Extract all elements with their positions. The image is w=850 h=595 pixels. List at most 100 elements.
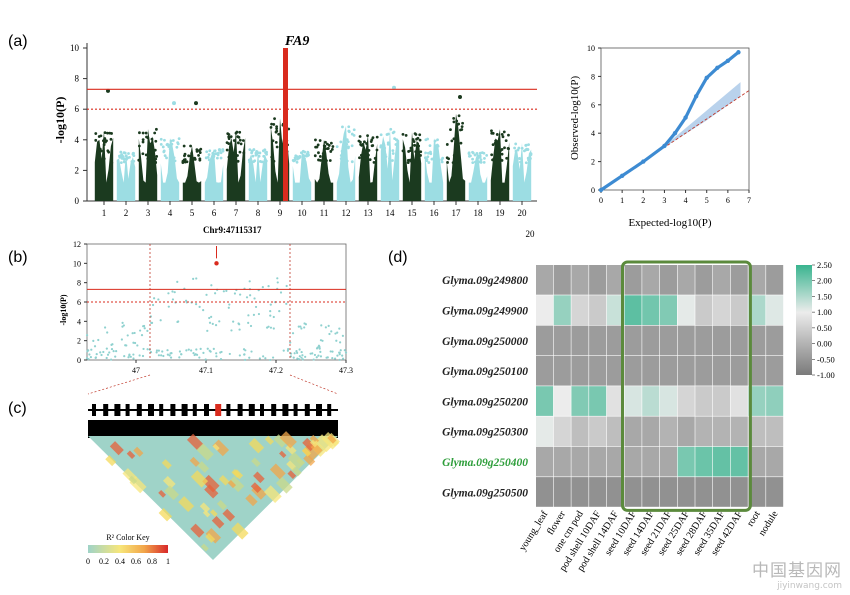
regional-snp xyxy=(132,357,135,360)
regional-snp xyxy=(257,312,261,316)
qq-xtick-label: 6 xyxy=(726,196,730,205)
regional-ytick-label: 2 xyxy=(77,337,81,346)
regional-snp xyxy=(108,351,111,354)
ld-exon xyxy=(237,404,243,416)
heatmap-cell xyxy=(695,386,713,416)
manhattan-snp xyxy=(369,140,373,143)
heatmap-cell xyxy=(553,416,571,447)
heatmap-cell xyxy=(606,295,624,325)
regional-snp xyxy=(151,303,155,307)
heatmap-cell xyxy=(748,386,766,416)
regional-snp xyxy=(304,323,307,326)
regional-xtick-label: 47.1 xyxy=(199,366,213,375)
ld-block xyxy=(253,471,265,484)
heatmap-highlight-box xyxy=(621,260,752,512)
regional-snp xyxy=(248,280,251,283)
manhattan-snp xyxy=(141,140,145,144)
regional-snp xyxy=(265,326,269,329)
manhattan-snp xyxy=(507,133,510,137)
manhattan-snp xyxy=(127,152,130,155)
manhattan-snp xyxy=(110,132,113,135)
regional-snp xyxy=(129,355,132,358)
panel-label-c: (c) xyxy=(8,400,27,417)
regional-snp xyxy=(253,297,256,300)
regional-snp xyxy=(245,296,249,299)
ld-exon xyxy=(92,404,96,416)
manhattan-snp xyxy=(412,140,416,143)
manhattan-snp xyxy=(227,135,231,139)
regional-snp xyxy=(321,339,324,342)
regional-snp xyxy=(138,354,141,357)
regional-snp xyxy=(339,349,342,352)
manhattan-snp xyxy=(166,142,169,146)
heatmap-cell xyxy=(695,477,713,507)
ld-block xyxy=(202,474,220,493)
regional-snp xyxy=(146,329,149,333)
manhattan-snp xyxy=(383,153,387,156)
heatmap-cell xyxy=(624,265,642,295)
manhattan-snp xyxy=(305,152,309,156)
manhattan-snp xyxy=(163,138,166,142)
manhattan-snp xyxy=(401,149,405,153)
ld-block xyxy=(228,476,245,493)
regional-snp xyxy=(219,357,223,361)
regional-snp xyxy=(194,303,198,306)
manhattan-snp xyxy=(490,153,494,157)
heatmap-cell xyxy=(766,355,784,386)
heatmap-row-label: Glyma.09g250100 xyxy=(442,366,528,378)
regional-snp xyxy=(289,341,292,344)
manhattan-snp xyxy=(459,128,462,132)
manhattan-snp xyxy=(352,128,356,132)
manhattan-snp xyxy=(251,154,255,158)
regional-snp xyxy=(139,329,142,332)
manhattan-snp xyxy=(218,148,222,152)
ld-block xyxy=(286,460,297,471)
qq-point xyxy=(736,50,741,55)
heatmap-cell xyxy=(606,446,624,477)
regional-snp xyxy=(89,355,93,359)
regional-snp xyxy=(88,353,91,356)
manhattan-snp xyxy=(471,151,475,155)
manhattan-ytick-label: 6 xyxy=(75,104,80,114)
manhattan-snp xyxy=(248,160,251,164)
qq-point xyxy=(672,131,678,136)
regional-snp xyxy=(105,347,108,350)
manhattan-snp xyxy=(120,153,124,156)
manhattan-snp xyxy=(529,157,532,160)
manhattan-snp xyxy=(319,158,322,162)
manhattan-snp xyxy=(347,129,351,133)
heatmap-cell xyxy=(766,446,784,477)
ld-block xyxy=(248,437,265,454)
heatmap-cell xyxy=(606,386,624,416)
ld-block xyxy=(276,476,293,494)
manhattan-snp xyxy=(455,143,459,147)
manhattan-snp xyxy=(314,138,317,142)
watermark: 中国基因网 jiyinwang.com xyxy=(752,556,842,591)
heatmap-cell xyxy=(659,325,677,356)
manhattan-snp xyxy=(363,140,366,144)
manhattan-snp xyxy=(205,150,209,154)
regional-snp xyxy=(336,331,339,334)
ld-block xyxy=(210,509,218,517)
ld-heatmap: R² Color Key 0 0.2 0.4 0.6 0.8 1 xyxy=(86,374,340,566)
manhattan-snp xyxy=(339,140,343,144)
manhattan-snp xyxy=(432,157,436,161)
manhattan-snp xyxy=(258,151,262,155)
manhattan-snp xyxy=(386,132,390,136)
regional-snp xyxy=(110,347,114,351)
heatmap-row-label: Glyma.09g249800 xyxy=(442,275,528,287)
manhattan-snp xyxy=(478,151,482,155)
manhattan-chrom-10 xyxy=(292,150,312,201)
regional-snp xyxy=(293,352,296,355)
qq-ytick-label: 2 xyxy=(591,158,595,167)
heatmap-scale-label: -1.00 xyxy=(817,370,835,380)
heatmap-cell xyxy=(553,477,571,507)
heatmap-cell xyxy=(642,355,660,386)
heatmap-cell xyxy=(695,416,713,447)
heatmap-cell xyxy=(713,446,731,477)
regional-snp xyxy=(206,347,209,350)
manhattan-snp xyxy=(343,138,346,142)
regional-snp xyxy=(225,289,228,292)
manhattan-snp xyxy=(514,142,518,146)
manhattan-snp xyxy=(418,133,422,137)
